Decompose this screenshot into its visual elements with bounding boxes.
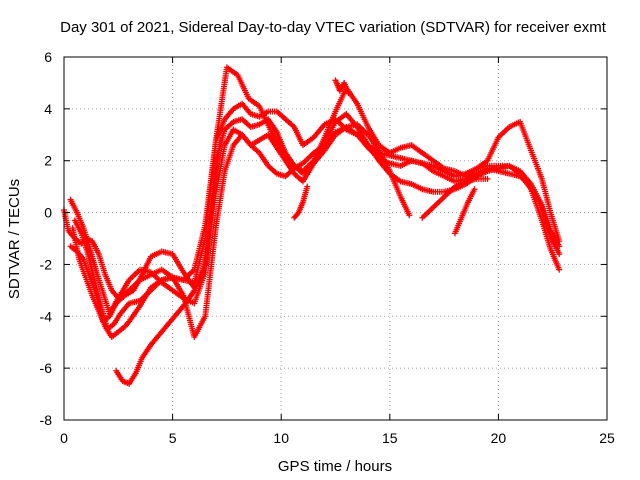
series-6 — [113, 139, 224, 387]
x-axis-label: GPS time / hours — [278, 458, 392, 475]
data-point — [125, 319, 132, 326]
data-point — [556, 266, 563, 273]
series-5 — [69, 64, 412, 341]
series-10 — [451, 188, 477, 237]
data-point — [556, 251, 563, 258]
x-tick-label: 0 — [60, 430, 68, 446]
series-8 — [291, 185, 310, 221]
x-tick-label: 15 — [382, 430, 398, 446]
y-axis-label: SDTVAR / TECUs — [6, 179, 23, 299]
data-points — [61, 64, 563, 387]
data-point — [345, 90, 352, 97]
data-point — [406, 212, 413, 219]
x-tick-label: 20 — [491, 430, 507, 446]
y-tick-label: 2 — [44, 153, 52, 169]
plot-frame — [63, 56, 608, 421]
y-tick-label: 4 — [44, 101, 52, 117]
y-tick-label: -4 — [40, 308, 53, 324]
y-tick-label: -6 — [40, 360, 53, 376]
axis-ticks: 0 5 10 15 20 25 -8 -6 -4 -2 0 2 4 6 — [40, 49, 615, 446]
data-point — [471, 186, 478, 193]
data-point — [217, 136, 224, 143]
x-tick-label: 25 — [599, 430, 615, 446]
x-tick-label: 5 — [169, 430, 177, 446]
y-tick-label: -2 — [40, 256, 53, 272]
x-tick-label: 10 — [273, 430, 289, 446]
data-point — [484, 175, 491, 182]
y-tick-label: 0 — [44, 205, 52, 221]
y-tick-label: -8 — [40, 412, 53, 428]
data-point — [556, 238, 563, 245]
chart-title: Day 301 of 2021, Sidereal Day-to-day VTE… — [60, 19, 607, 36]
data-point — [304, 183, 311, 190]
series-9 — [332, 77, 351, 95]
y-tick-label: 6 — [44, 49, 52, 65]
data-point — [294, 210, 301, 217]
